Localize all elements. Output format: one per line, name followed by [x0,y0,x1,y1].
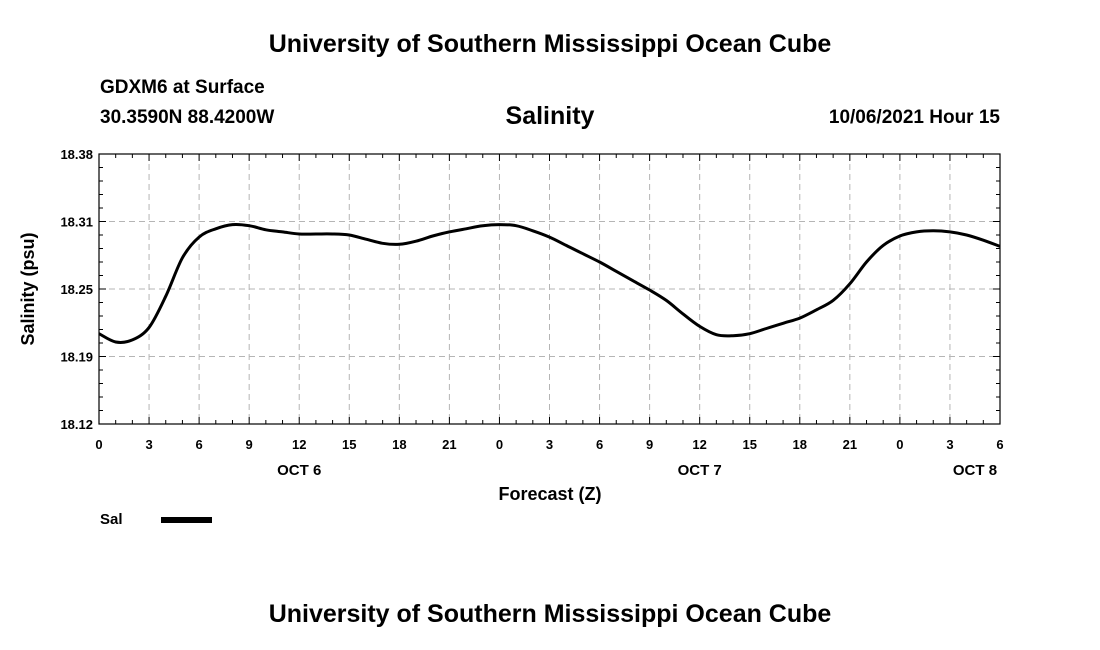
x-tick-label: 6 [996,437,1003,452]
x-tick-label: 3 [145,437,152,452]
day-label: OCT 6 [277,462,321,479]
x-tick-label: 9 [246,437,253,452]
top-title: University of Southern Mississippi Ocean… [268,30,832,58]
x-tick-label: 6 [195,437,202,452]
x-tick-label: 21 [843,437,857,452]
legend-label: Sal [100,511,123,528]
day-label: OCT 7 [678,462,722,479]
day-label: OCT 8 [953,462,997,479]
variable-title: Salinity [505,102,595,130]
x-tick-label: 12 [692,437,706,452]
x-axis-title: Forecast (Z) [498,484,601,504]
legend-swatch [161,517,212,523]
y-tick-label: 18.12 [60,417,93,432]
x-tick-label: 18 [793,437,807,452]
x-tick-label: 18 [392,437,406,452]
x-tick-label: 3 [946,437,953,452]
x-tick-label: 0 [496,437,503,452]
x-tick-label: 15 [742,437,756,452]
x-tick-label: 0 [896,437,903,452]
x-tick-label: 9 [646,437,653,452]
plot-frame [98,153,1001,425]
x-tick-label: 15 [342,437,356,452]
y-tick-label: 18.25 [60,282,93,297]
x-tick-label: 0 [95,437,102,452]
y-axis-title: Salinity (psu) [18,232,38,345]
grid-layer [99,154,1000,424]
x-tick-label: 12 [292,437,306,452]
y-tick-label: 18.38 [60,147,93,162]
y-tick-label: 18.31 [60,215,93,230]
y-tick-label: 18.19 [60,350,93,365]
series-line-sal [98,222,1001,344]
x-tick-label: 3 [546,437,553,452]
bottom-title: University of Southern Mississippi Ocean… [268,600,832,628]
labels-layer: 18.12 18.19 18.25 18.31 18.38 0 3 6 9 12 15 18 21 0 3 6… [60,147,1003,479]
x-tick-label: 6 [596,437,603,452]
forecast-datetime: 10/06/2021 Hour 15 [828,107,1000,128]
station-label: GDXM6 at Surface [100,77,265,98]
x-tick-label: 21 [442,437,456,452]
station-coords: 30.3590N 88.4200W [100,107,275,128]
axes-layer [98,153,1001,425]
series-layer [98,222,1001,344]
